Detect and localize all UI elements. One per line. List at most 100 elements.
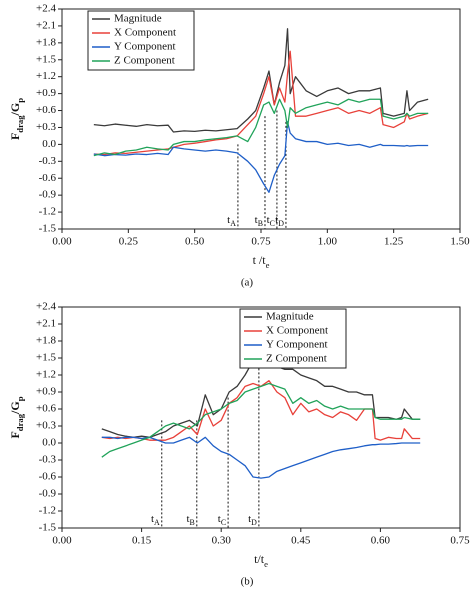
y-tick-label: +0.3 [36,121,56,133]
y-tick-label: +2.1 [36,318,56,330]
x-tick-label: 0.00 [52,236,72,248]
y-tick-label: +1.8 [36,36,56,48]
text-part: D [251,518,257,527]
plot-frame [61,306,461,529]
legend-label: X Component [266,325,328,337]
event-label: tC [218,513,226,528]
event-label: tA [151,513,160,528]
text-part: t [186,513,189,525]
legend-label: Z Component [114,55,175,67]
y-tick-label: +1.5 [36,53,56,65]
text-part: p [15,98,25,103]
text-part: t [267,214,270,226]
x-tick-label: 0.25 [119,236,139,248]
y-tick-label: +1.5 [36,352,56,364]
text-part: t [227,214,230,226]
x-tick-label: 0.45 [291,535,311,547]
text-part: B [190,518,195,527]
y-tick-label: 0.0 [42,437,56,449]
text-part: /G [8,103,22,117]
text-part: F [8,133,22,140]
y-tick-label: +0.3 [36,420,56,432]
chart: -1.5 -1.2 -0.9 -0.6 -0.3 0.0 +0.3 +0.6 +0.9 +1.2 +… [8,3,470,289]
legend-box [239,308,347,369]
y-tick-label: -0.3 [39,155,57,167]
series-line [101,382,421,458]
event-label: tB [255,214,263,229]
x-tick-label: 0.60 [371,535,391,547]
y-axis-title: Fdrag/Gp [8,98,25,140]
x-tick-label: 1.25 [384,236,404,248]
text-part: F [8,431,22,438]
x-tick-label: 1.00 [318,236,338,248]
x-tick-label: 0.30 [212,535,232,547]
event-label: tC [267,214,275,229]
text-part: p [15,396,25,401]
legend-label: Y Component [266,339,328,351]
series-line [93,28,429,133]
text-part: D [278,219,284,228]
text-part: t [151,513,154,525]
y-tick-label: +1.2 [36,70,56,82]
x-axis-title: t/te [254,552,268,569]
y-tick-label: +2.1 [36,19,56,31]
text-part: t /t [253,253,267,267]
x-tick-label: 0.15 [132,535,152,547]
legend-label: Magnitude [266,311,314,323]
x-tick-label: 0.75 [450,535,470,547]
y-tick-label: -1.5 [39,522,57,534]
legend-box [87,10,195,71]
y-tick-label: 0.0 [42,138,56,150]
y-tick-label: -1.5 [39,223,57,235]
chart: -1.5 -1.2 -0.9 -0.6 -0.3 0.0 +0.3 +0.6 +0.9 +1.2 +… [8,301,470,588]
y-tick-label: -0.9 [39,189,57,201]
y-tick-label: -0.6 [39,172,57,184]
text-part: A [230,219,236,228]
y-tick-label: +1.8 [36,335,56,347]
x-axis-title: t /te [253,253,270,270]
series-line [93,121,429,193]
text-part: drag [15,115,25,133]
text-part: t/t [254,552,265,566]
series-line [93,98,429,157]
legend-label: X Component [114,27,176,39]
text-part: t [255,214,258,226]
text-part: t [248,513,251,525]
y-axis-title: Fdrag/Gp [8,396,25,438]
caption: (b) [241,576,254,588]
event-label: tD [248,513,257,528]
text-part: B [258,219,263,228]
event-label: tA [227,214,236,229]
text-part: C [270,219,275,228]
text-part: e [266,260,270,270]
text-part: C [221,518,226,527]
x-tick-label: 0.50 [185,236,205,248]
y-tick-label: -0.6 [39,471,57,483]
x-tick-label: 0.00 [52,535,72,547]
y-tick-label: -1.2 [39,505,56,517]
y-tick-label: -0.9 [39,488,57,500]
legend-label: Z Component [266,353,327,365]
x-tick-label: 0.75 [251,236,271,248]
text-part: e [264,559,268,569]
y-tick-label: +0.6 [36,403,56,415]
text-part: drag [15,413,25,431]
text-part: /G [8,401,22,415]
legend-label: Magnitude [114,13,162,25]
text-part: t [275,214,278,226]
y-tick-label: +1.2 [36,369,56,381]
event-label: tD [275,214,284,229]
event-label: tB [186,513,194,528]
y-tick-label: -0.3 [39,454,57,466]
text-part: A [154,518,160,527]
y-tick-label: +2.4 [36,3,56,15]
legend-label: Y Component [114,41,176,53]
y-tick-label: +0.6 [36,104,56,116]
text-part: t [218,513,221,525]
y-tick-label: -1.2 [39,206,56,218]
y-tick-label: +0.9 [36,386,56,398]
caption: (a) [241,277,254,289]
series-line [101,436,421,479]
x-tick-label: 1.50 [450,236,470,248]
